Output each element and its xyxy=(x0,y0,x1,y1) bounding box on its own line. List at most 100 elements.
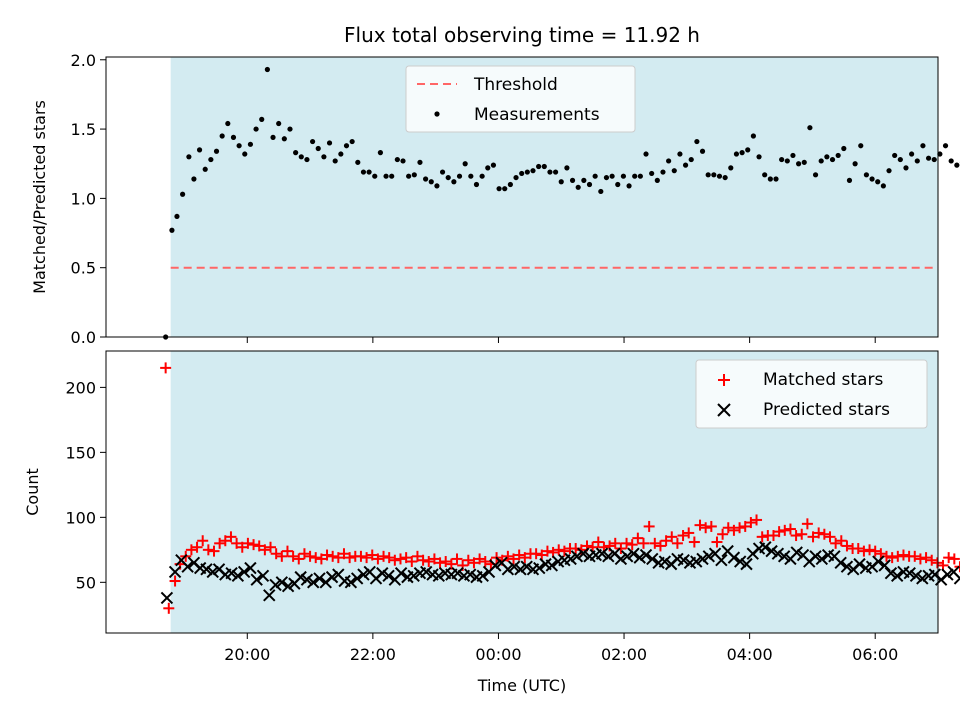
matched-star-point xyxy=(394,553,406,565)
matched-star-point xyxy=(835,535,847,547)
measurement-point xyxy=(569,177,576,183)
matched-star-point xyxy=(400,552,412,564)
matched-star-point xyxy=(479,556,491,568)
matched-star-point xyxy=(411,550,423,562)
predicted-star-point xyxy=(771,547,785,560)
predicted-star-point xyxy=(350,572,364,585)
measurement-point xyxy=(360,169,367,175)
top-panel-frame xyxy=(105,56,939,338)
measurement-point xyxy=(451,179,457,185)
measurement-point xyxy=(264,66,270,73)
matched-star-point xyxy=(920,552,932,564)
predicted-star-point xyxy=(570,550,584,563)
matched-star-point xyxy=(897,549,909,561)
matched-star-point xyxy=(756,531,768,543)
measurement-point xyxy=(456,173,463,179)
matched-star-point xyxy=(276,550,288,562)
measurement-point xyxy=(315,145,321,152)
y-tick-label: 150 xyxy=(65,443,96,462)
measurement-point xyxy=(818,158,824,164)
measurement-point xyxy=(711,172,717,178)
matched-star-point xyxy=(914,553,926,565)
measurement-point xyxy=(428,179,434,185)
predicted-star-point xyxy=(294,570,307,584)
matched-star-point xyxy=(248,539,260,551)
predicted-star-point xyxy=(231,569,245,583)
predicted-star-point xyxy=(256,569,270,583)
matched-star-point xyxy=(298,548,310,560)
measurement-point xyxy=(186,154,192,160)
predicted-star-point xyxy=(620,550,634,563)
legend-predicted-swatch xyxy=(717,403,731,417)
predicted-star-point xyxy=(489,559,502,572)
predicted-star-point xyxy=(941,568,954,581)
measurement-point xyxy=(468,173,474,179)
matched-star-point xyxy=(609,537,621,549)
matched-star-point xyxy=(530,548,542,560)
matched-star-point xyxy=(428,553,440,565)
matched-star-point xyxy=(451,553,463,565)
predicted-star-point xyxy=(533,561,546,575)
predicted-star-point xyxy=(733,555,747,568)
matched-star-point xyxy=(160,362,172,374)
predicted-star-point xyxy=(872,555,885,568)
predicted-star-point xyxy=(727,551,741,564)
matched-star-point xyxy=(931,557,943,569)
matched-star-point xyxy=(796,528,808,540)
measurement-point xyxy=(536,163,542,170)
measurement-point xyxy=(745,147,751,153)
matched-star-point xyxy=(948,553,960,565)
measurement-point xyxy=(666,158,672,164)
measurement-point xyxy=(293,150,299,156)
predicted-star-point xyxy=(614,552,628,566)
legend-matched-swatch xyxy=(718,374,730,386)
matched-star-point xyxy=(558,545,570,557)
matched-star-point xyxy=(790,530,802,542)
measurement-point xyxy=(343,143,350,149)
matched-star-point xyxy=(185,544,197,556)
predicted-star-point xyxy=(250,573,263,586)
predicted-star-point xyxy=(476,569,489,583)
measurement-point xyxy=(366,169,372,175)
predicted-star-point xyxy=(953,572,960,585)
measurement-point xyxy=(479,173,485,179)
matched-star-point xyxy=(801,518,813,530)
matched-star-point xyxy=(926,554,938,566)
x-tick-label: 00:00 xyxy=(475,645,521,664)
measurement-point xyxy=(191,176,197,182)
measurement-point xyxy=(586,181,593,188)
top-legend-box xyxy=(405,65,636,133)
matched-star-point xyxy=(513,549,525,561)
measurement-point xyxy=(462,161,468,167)
matched-star-point xyxy=(270,548,282,560)
matched-star-point xyxy=(784,523,796,535)
measurement-point xyxy=(609,173,615,179)
measurement-point xyxy=(496,186,502,192)
predicted-star-point xyxy=(809,550,822,563)
matched-star-point xyxy=(519,552,531,564)
matched-star-point xyxy=(541,545,553,557)
measurement-point xyxy=(603,174,610,181)
predicted-star-point xyxy=(269,578,282,592)
matched-star-point xyxy=(649,537,661,549)
y-tick-label: 200 xyxy=(65,378,96,397)
measurement-point xyxy=(423,176,429,182)
predicted-star-point xyxy=(777,550,791,563)
bottom-ylabel: Count xyxy=(23,468,42,516)
measurement-point xyxy=(558,179,564,185)
predicted-star-point xyxy=(715,554,728,567)
bottom-panel: 50 100 150 200 20:00 22:00 00:00 02:00 04:00 06:0… xyxy=(23,350,960,695)
predicted-star-point xyxy=(545,559,559,572)
matched-star-point xyxy=(383,552,395,564)
x-tick-label: 02:00 xyxy=(601,645,647,664)
matched-star-point xyxy=(875,548,887,560)
predicted-star-point xyxy=(890,569,904,583)
matched-star-point xyxy=(717,528,729,540)
measurement-point xyxy=(948,158,954,164)
predicted-star-point xyxy=(903,567,916,580)
predicted-star-point xyxy=(357,568,370,581)
matched-star-point xyxy=(575,544,587,556)
matched-star-point xyxy=(660,535,672,547)
matched-star-point xyxy=(214,537,226,549)
measurement-point xyxy=(875,179,881,185)
